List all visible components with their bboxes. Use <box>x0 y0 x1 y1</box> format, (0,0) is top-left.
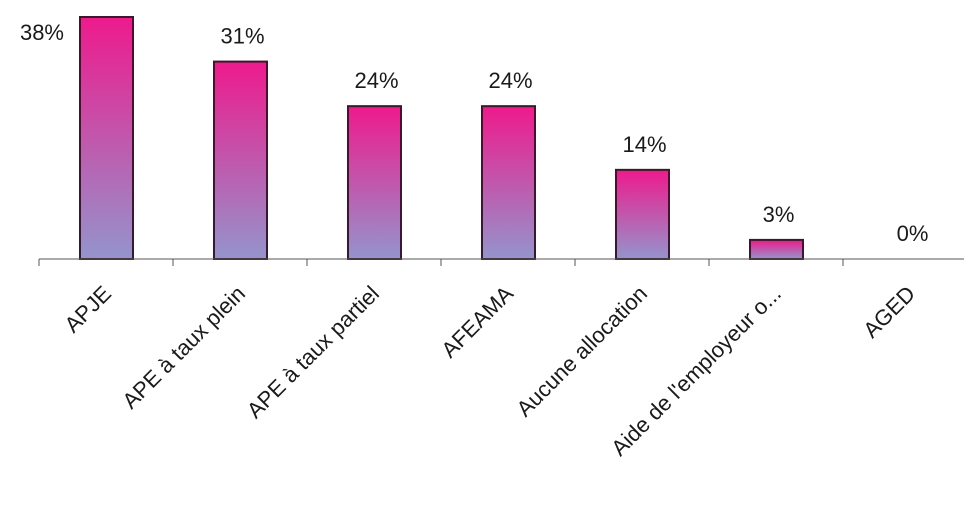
value-label: 24% <box>488 68 532 93</box>
value-labels-group: 38% 31% 24% 24% 14% 3% 0% <box>20 20 928 246</box>
value-label: 3% <box>763 202 795 227</box>
category-label: APJE <box>59 281 116 338</box>
bars-group <box>79 16 804 260</box>
bar-0 <box>79 16 134 260</box>
category-label: APE à taux plein <box>117 281 250 414</box>
category-label: AFEAMA <box>436 281 518 363</box>
bar-3 <box>481 105 536 260</box>
bar-1 <box>213 60 268 260</box>
value-label: 14% <box>622 132 666 157</box>
value-label: 31% <box>220 24 264 49</box>
x-axis <box>38 258 964 266</box>
bar-5 <box>749 238 804 260</box>
category-label: APE à taux partiel <box>242 281 384 423</box>
value-label: 0% <box>897 221 929 246</box>
category-label: AGED <box>858 281 920 343</box>
category-label: Aucune allocation <box>512 281 652 421</box>
value-label: 24% <box>354 68 398 93</box>
bar-4 <box>615 168 670 260</box>
value-label: 38% <box>20 20 64 45</box>
bar-2 <box>347 105 402 260</box>
